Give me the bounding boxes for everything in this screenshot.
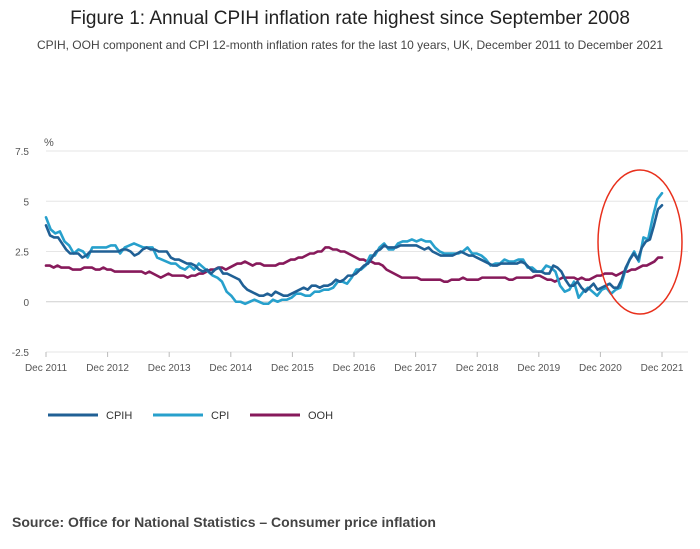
x-tick-label: Dec 2013: [148, 363, 191, 374]
x-tick-label: Dec 2014: [209, 363, 252, 374]
y-tick-label: 0: [23, 298, 29, 309]
y-tick-label: 2.5: [15, 248, 29, 259]
legend-label-cpih: CPIH: [106, 410, 132, 422]
x-tick-label: Dec 2012: [86, 363, 129, 374]
y-tick-label: -2.5: [12, 348, 30, 359]
legend: CPIH CPI OOH: [48, 410, 333, 422]
series-lines: [44, 191, 664, 306]
x-tick-label: Dec 2020: [579, 363, 622, 374]
legend-label-cpi: CPI: [211, 410, 229, 422]
legend-label-ooh: OOH: [308, 410, 333, 422]
y-axis: -2.5 0 2.5 5 7.5: [12, 147, 30, 359]
x-tick-label: Dec 2018: [456, 363, 499, 374]
x-tick-label: Dec 2021: [641, 363, 684, 374]
x-axis: Dec 2011 Dec 2012 Dec 2013 Dec 2014 Dec 2015…: [25, 352, 684, 374]
x-tick-label: Dec 2017: [394, 363, 437, 374]
chart-subtitle: CPIH, OOH component and CPI 12-month inf…: [36, 38, 664, 52]
y-tick-label: 7.5: [15, 147, 29, 158]
x-tick-label: Dec 2011: [25, 363, 68, 374]
series-line-cpi: [44, 191, 664, 306]
chart-title: Figure 1: Annual CPIH inflation rate hig…: [70, 8, 630, 29]
highlight-circle-annotation: [597, 169, 683, 315]
series-line-cpih: [44, 203, 664, 298]
source-note: Source: Office for National Statistics –…: [12, 514, 436, 530]
y-tick-label: 5: [23, 197, 29, 208]
x-tick-label: Dec 2019: [517, 363, 560, 374]
x-tick-label: Dec 2016: [333, 363, 376, 374]
y-axis-unit-label: %: [44, 137, 54, 149]
x-tick-label: Dec 2015: [271, 363, 314, 374]
